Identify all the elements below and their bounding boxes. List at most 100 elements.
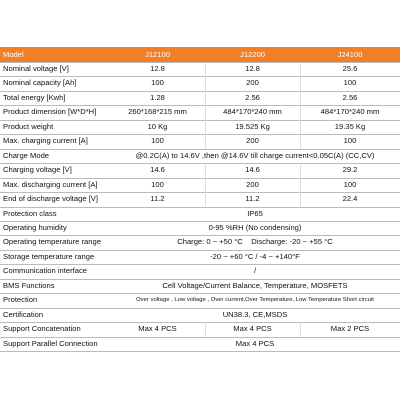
value-cell: 260*168*215 mm — [128, 107, 187, 117]
value-cell: 100 — [151, 78, 164, 88]
column-divider — [300, 163, 301, 178]
value-cell: 100 — [151, 136, 164, 146]
value-cell: Max 4 PCS — [233, 324, 272, 334]
value-cell: 100 — [343, 78, 357, 88]
row-divider — [0, 249, 400, 251]
row-divider — [0, 322, 400, 324]
row-divider — [0, 351, 400, 352]
column-divider — [205, 119, 206, 135]
value-cell: 12.8 — [245, 64, 260, 73]
value-cell: 11.2 — [150, 194, 165, 204]
column-divider — [300, 177, 301, 193]
column-divider — [300, 192, 301, 207]
row-label: Support Concatenation — [3, 324, 81, 334]
value-cell: Max 4 PCS — [138, 324, 177, 334]
row-divider — [0, 119, 400, 121]
row-label: End of discharge voltage [V] — [3, 194, 98, 204]
row-label: Nominal voltage [V] — [3, 64, 69, 73]
row-divider — [0, 307, 400, 309]
row-divider — [0, 235, 400, 237]
value-cell: 484*170*240 mm — [223, 107, 282, 117]
row-divider — [0, 177, 400, 179]
column-divider — [300, 134, 301, 149]
row-label: Storage temperature range — [3, 251, 95, 261]
header-cell: Model — [0, 47, 110, 62]
row-divider — [0, 336, 400, 338]
column-divider — [300, 119, 301, 135]
row-divider — [0, 163, 400, 165]
merged-value: Charge: 0 ~ +50 °C Discharge: -20 ~ +55 … — [177, 237, 333, 247]
row-label: Protection class — [3, 208, 57, 218]
merged-value: @0.2C(A) to 14.6V ,then @14.6V till char… — [135, 150, 375, 160]
row-divider — [0, 264, 400, 266]
row-label: Product dimension [W*D*H] — [3, 107, 97, 117]
merged-value: 0-95 %RH (No condensing) — [208, 222, 302, 232]
row-divider — [0, 76, 400, 78]
value-cell: 484*170*240 mm — [320, 107, 380, 117]
column-divider — [205, 177, 206, 193]
row-label: Certification — [3, 309, 44, 319]
value-cell: 10 Kg — [147, 121, 168, 131]
value-cell: Max 2 PCS — [330, 324, 370, 334]
value-cell: 100 — [151, 179, 164, 189]
row-label: Operating humidity — [3, 222, 67, 232]
column-divider — [205, 163, 206, 178]
value-cell: 200 — [246, 179, 259, 189]
merged-value: Max 4 PCS — [235, 338, 275, 348]
column-divider — [300, 105, 301, 120]
row-label: Nominal capacity [Ah] — [3, 78, 77, 88]
value-cell: 200 — [246, 78, 259, 88]
row-label: Max. charging current [A] — [3, 136, 88, 146]
value-cell: 19.35 Kg — [334, 121, 366, 131]
row-label: Total energy [Kwh] — [3, 92, 66, 102]
header-cell: J12100 — [110, 47, 205, 62]
value-cell: 100 — [343, 179, 357, 189]
value-cell: 2.56 — [342, 92, 358, 102]
column-divider — [205, 134, 206, 149]
row-label: Charge Mode — [3, 150, 50, 160]
row-label: Support Parallel Connection — [3, 338, 98, 348]
column-divider — [300, 76, 301, 91]
value-cell: 11.2 — [245, 194, 260, 204]
row-divider — [0, 293, 400, 295]
row-label: BMS Functions — [3, 280, 55, 290]
value-cell: 12.8 — [150, 64, 165, 73]
row-label: Operating temperature range — [3, 237, 101, 247]
value-cell: 2.56 — [245, 92, 260, 102]
row-label: Charging voltage [V] — [3, 165, 72, 175]
value-cell: 1.28 — [150, 92, 165, 102]
row-divider — [0, 278, 400, 280]
merged-value: Over voltage , Low voltage , Over curren… — [136, 297, 374, 304]
row-divider — [0, 90, 400, 92]
header-cell: J12200 — [205, 47, 300, 62]
row-label: Max. discharging current [A] — [3, 179, 98, 189]
value-cell: 22.4 — [342, 194, 358, 204]
row-divider — [0, 220, 400, 222]
column-divider — [205, 322, 206, 337]
column-divider — [205, 90, 206, 106]
value-cell: 25.6 — [342, 64, 358, 73]
value-cell: 14.6 — [150, 165, 165, 175]
column-divider — [205, 62, 206, 77]
row-divider — [0, 192, 400, 194]
merged-value: UN38.3, CE,MSDS — [222, 309, 288, 319]
merged-value: / — [253, 266, 257, 276]
value-cell: 100 — [343, 136, 357, 146]
value-cell: 19.525 Kg — [235, 121, 270, 131]
row-label: Product weight — [3, 121, 54, 131]
row-divider — [0, 134, 400, 136]
value-cell: 200 — [246, 136, 259, 146]
column-divider — [205, 105, 206, 120]
column-divider — [300, 322, 301, 337]
row-divider — [0, 62, 400, 63]
merged-value: Cell Voltage/Current Balance, Temperatur… — [162, 280, 348, 290]
merged-value: -20 ~ +60 °C / -4 ~ +140°F — [210, 251, 300, 261]
row-divider — [0, 148, 400, 150]
column-divider — [300, 62, 301, 77]
column-divider — [205, 192, 206, 207]
row-label: Protection — [3, 295, 38, 305]
row-divider — [0, 105, 400, 107]
row-label: Communication interface — [3, 266, 87, 276]
column-divider — [205, 76, 206, 91]
